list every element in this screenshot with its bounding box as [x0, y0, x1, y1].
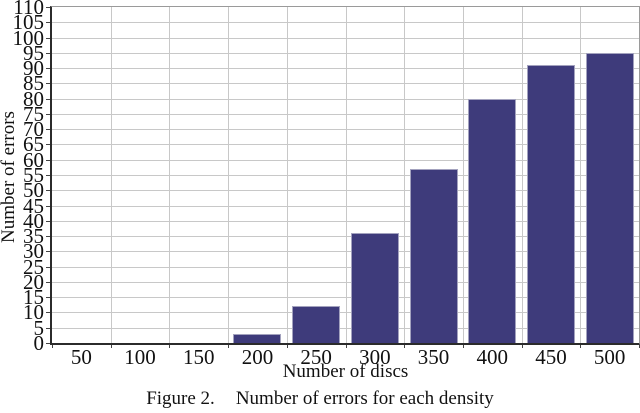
- x-tick-mark: [286, 345, 288, 348]
- y-tick-mark: [46, 159, 50, 161]
- y-tick-label: 0: [33, 331, 45, 355]
- y-tick-mark: [46, 22, 50, 24]
- x-tick-label: 200: [241, 345, 274, 369]
- bar-250: [292, 306, 341, 343]
- y-tick-label: 105: [12, 10, 45, 35]
- x-tick-mark: [462, 345, 464, 348]
- y-tick-label: 30: [23, 239, 44, 264]
- x-tick-label: 450: [535, 345, 567, 369]
- x-tick-mark: [110, 345, 112, 348]
- bar-450: [526, 65, 575, 343]
- y-tick-label: 35: [23, 224, 44, 249]
- x-tick-mark: [521, 345, 523, 348]
- y-tick-label: 5: [33, 315, 45, 340]
- y-tick-label: 70: [23, 117, 44, 142]
- y-tick-mark: [46, 312, 50, 314]
- vertical-gridline: [345, 7, 347, 343]
- y-tick-label: 60: [23, 147, 44, 172]
- vertical-gridline: [580, 7, 582, 343]
- y-tick-label: 20: [23, 269, 44, 294]
- x-tick-label: 250: [300, 345, 332, 369]
- figure-caption-text: Number of errors for each density: [235, 388, 494, 409]
- bar-500: [585, 53, 634, 343]
- y-tick-mark: [46, 327, 50, 329]
- y-tick-mark: [46, 343, 50, 344]
- x-tick-label: 50: [70, 345, 92, 369]
- x-tick-mark: [52, 345, 53, 348]
- y-tick-mark: [46, 68, 50, 70]
- y-tick-mark: [46, 144, 50, 146]
- y-tick-mark: [46, 83, 50, 85]
- y-tick-label: 25: [23, 254, 44, 279]
- y-tick-mark: [46, 52, 50, 54]
- x-tick-label: 350: [417, 345, 450, 369]
- x-tick-label: 100: [124, 345, 156, 369]
- y-tick-mark: [46, 266, 50, 268]
- x-tick-label: 150: [183, 345, 215, 369]
- y-tick-mark: [46, 113, 50, 115]
- bar-200: [233, 334, 282, 343]
- vertical-gridline: [169, 7, 171, 343]
- y-tick-label: 10: [23, 300, 44, 325]
- vertical-gridline: [286, 7, 288, 343]
- y-tick-mark: [46, 175, 50, 176]
- x-tick-mark: [580, 345, 582, 348]
- vertical-gridline: [228, 7, 230, 343]
- y-tick-mark: [46, 37, 50, 39]
- y-tick-label: 45: [23, 193, 44, 218]
- x-tick-mark: [345, 345, 347, 348]
- y-tick-mark: [46, 98, 50, 100]
- y-tick-label: 85: [23, 71, 44, 96]
- y-tick-label: 90: [23, 56, 44, 81]
- y-tick-mark: [46, 7, 50, 8]
- y-tick-mark: [46, 220, 50, 222]
- vertical-gridline: [110, 7, 112, 343]
- figure-caption-label: Figure 2.: [146, 388, 215, 409]
- y-tick-mark: [46, 205, 50, 207]
- y-tick-mark: [46, 129, 50, 131]
- y-tick-label: 75: [23, 101, 44, 126]
- y-tick-label: 80: [23, 86, 44, 111]
- vertical-gridline: [404, 7, 406, 343]
- y-tick-label: 40: [23, 208, 44, 233]
- x-tick-mark: [228, 345, 230, 348]
- y-tick-label: 15: [23, 285, 44, 310]
- y-tick-label: 55: [23, 163, 44, 187]
- y-tick-mark: [46, 190, 50, 192]
- y-tick-label: 110: [13, 0, 44, 19]
- y-tick-label: 65: [23, 132, 44, 157]
- y-tick-mark: [46, 281, 50, 283]
- vertical-gridline: [462, 7, 464, 343]
- y-tick-label: 100: [12, 25, 45, 50]
- bar-350: [409, 169, 458, 343]
- plot-area: [50, 6, 640, 345]
- x-tick-label: 300: [359, 345, 391, 369]
- y-tick-mark: [46, 236, 50, 238]
- x-tick-label: 500: [593, 345, 626, 369]
- x-tick-label: 400: [476, 345, 509, 369]
- figure-caption: Figure 2. Number of errors for each densi…: [0, 387, 640, 411]
- vertical-gridline: [521, 7, 523, 343]
- x-tick-mark: [169, 345, 171, 348]
- y-tick-label: 50: [23, 178, 44, 203]
- x-axis-title: Number of discs: [282, 361, 409, 382]
- y-tick-label: 95: [23, 40, 44, 65]
- y-tick-mark: [46, 297, 50, 299]
- y-tick-mark: [46, 251, 50, 253]
- bar-300: [350, 233, 399, 343]
- bar-400: [468, 99, 517, 343]
- x-tick-mark: [404, 345, 406, 348]
